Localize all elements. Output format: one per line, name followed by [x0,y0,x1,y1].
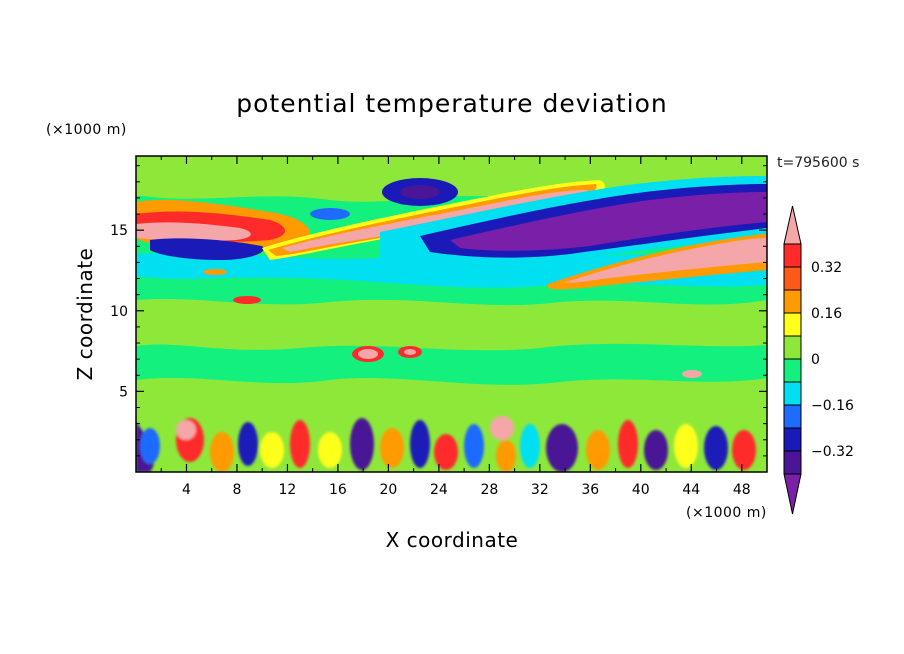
colorbar-swatch [783,266,802,291]
cold-blob-upper-left [310,208,350,220]
x-tick-label: 36 [581,482,599,498]
warm-spot-d-core [404,349,416,355]
band-mid-light [136,298,767,351]
x-tick-label: 40 [632,482,650,498]
colorbar-tick-label: 0.16 [811,306,842,322]
band-lower-light [136,377,767,418]
y-axis-label: Z coordinate [73,248,97,381]
x-tick-label: 16 [329,482,347,498]
warm-right-pink [566,238,767,283]
x-tick-label: 44 [682,482,700,498]
x-tick-label: 20 [379,482,397,498]
colorbar: 0.32 0.16 0 −0.16 −0.32 [783,205,854,515]
warm-spot-b [203,269,227,275]
colorbar-tick-label: 0.32 [811,260,842,276]
colorbar-swatch [783,427,802,452]
colorbar-tick-label: −0.16 [811,398,854,414]
time-stamp: t=795600 s [777,155,859,171]
plot-frame [135,155,768,473]
x-tick-label: 28 [480,482,498,498]
chart-title: potential temperature deviation [236,89,667,118]
x-tick-label: 12 [279,482,297,498]
colorbar-tick-label: 0 [811,352,820,368]
warm-pink-left [136,222,251,241]
warm-spot-a [233,296,261,304]
contour-field [136,156,767,472]
x-tick-label: 48 [733,482,751,498]
colorbar-extend-bottom [783,473,802,515]
y-axis-unit: (×1000 m) [46,122,127,138]
x-tick-label: 4 [182,482,191,498]
boundary-layer-eddies [136,416,756,472]
y-axis: 5 10 15 [110,165,767,457]
warm-spot-c-core [358,349,378,359]
colorbar-swatch [783,358,802,383]
x-axis-unit: (×1000 m) [686,505,767,521]
y-tick-label: 5 [119,384,128,400]
x-axis-label: X coordinate [386,528,519,552]
colorbar-extend-top [783,205,802,245]
colorbar-swatch [783,243,802,268]
colorbar-swatch [783,450,802,475]
cold-blob-upper-core [400,185,440,199]
x-axis: 4 8 12 16 20 24 28 32 36 40 44 48 [160,156,751,498]
x-tick-label: 24 [430,482,448,498]
x-tick-label: 32 [531,482,549,498]
warm-spot-e [682,370,702,378]
cold-blue-left [150,238,264,260]
colorbar-tick-label: −0.32 [811,444,854,460]
x-tick-label: 8 [232,482,241,498]
y-tick-label: 15 [110,223,128,239]
y-tick-label: 10 [110,304,128,320]
colorbar-swatch [783,289,802,314]
colorbar-swatch [783,312,802,337]
colorbar-swatch [783,381,802,406]
cold-band-right-purple [450,192,767,251]
colorbar-swatch [783,404,802,429]
colorbar-swatch [783,335,802,360]
